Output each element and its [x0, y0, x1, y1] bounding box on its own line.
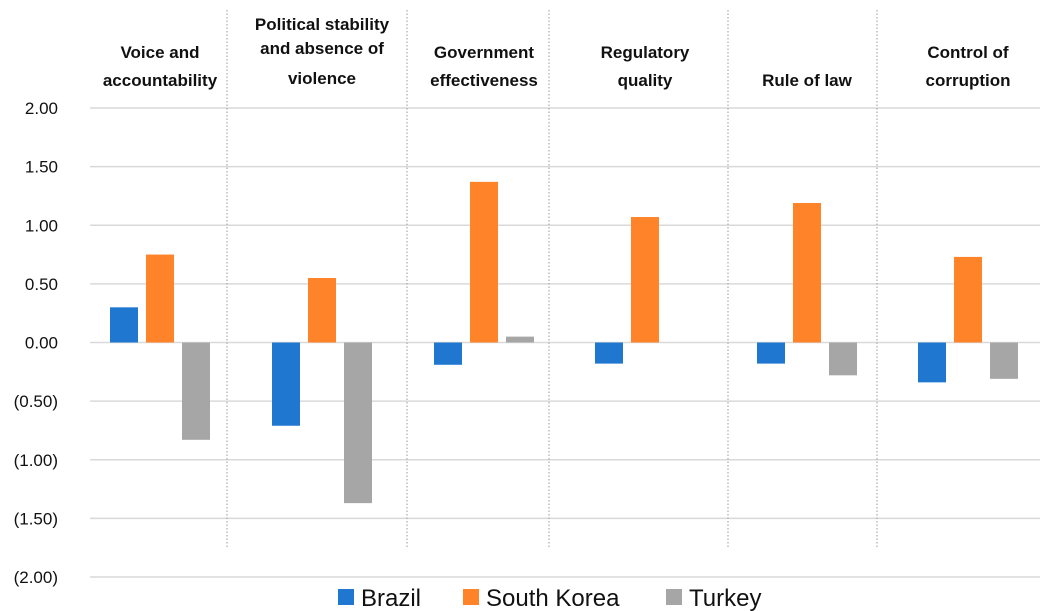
- y-tick-label: (0.50): [14, 392, 58, 411]
- bar: [990, 342, 1018, 379]
- bar: [146, 254, 174, 343]
- bar: [272, 342, 300, 426]
- bar: [793, 202, 821, 343]
- bar: [470, 181, 498, 343]
- bar: [829, 342, 857, 376]
- legend: Brazil South Korea Turkey: [338, 585, 761, 611]
- grid-lines: [90, 107, 1040, 578]
- y-axis-tick-labels: 2.00 1.50 1.00 0.50 0.00 (0.50) (1.00) (1.50) (2…: [14, 99, 58, 587]
- category-label: Political stability: [255, 15, 390, 34]
- y-tick-label: 1.50: [25, 158, 58, 177]
- y-tick-label: 1.00: [25, 216, 58, 235]
- category-labels: Voice and accountability Political stabili…: [103, 15, 1011, 90]
- bar: [434, 342, 462, 365]
- legend-label: South Korea: [486, 585, 620, 611]
- y-tick-label: 0.50: [25, 275, 58, 294]
- category-label: Control of: [927, 43, 1009, 62]
- y-tick-label: 2.00: [25, 99, 58, 118]
- bar: [757, 342, 785, 364]
- legend-swatch: [338, 589, 354, 605]
- legend-swatch: [666, 589, 682, 605]
- bar: [954, 256, 982, 343]
- category-label: and absence of: [260, 39, 384, 58]
- y-tick-label: (1.00): [14, 451, 58, 470]
- category-label: accountability: [103, 71, 218, 90]
- category-label: corruption: [926, 71, 1011, 90]
- bar: [110, 307, 138, 343]
- y-tick-label: 0.00: [25, 334, 58, 353]
- bar: [631, 217, 659, 343]
- y-tick-label: (2.00): [14, 568, 58, 587]
- bar: [918, 342, 946, 383]
- category-label: violence: [288, 69, 356, 88]
- category-label: effectiveness: [430, 71, 538, 90]
- bar: [595, 342, 623, 364]
- legend-label: Brazil: [361, 585, 421, 611]
- y-tick-label: (1.50): [14, 509, 58, 528]
- bar: [308, 278, 336, 343]
- category-label: Regulatory: [601, 43, 690, 62]
- bars: [110, 181, 1018, 504]
- category-label: quality: [618, 71, 673, 90]
- category-label: Voice and: [120, 43, 199, 62]
- category-label: Rule of law: [762, 71, 853, 90]
- category-label: Government: [434, 43, 534, 62]
- legend-swatch: [463, 589, 479, 605]
- bar: [182, 342, 210, 440]
- bar: [506, 336, 534, 343]
- bar: [344, 342, 372, 504]
- legend-label: Turkey: [689, 585, 761, 611]
